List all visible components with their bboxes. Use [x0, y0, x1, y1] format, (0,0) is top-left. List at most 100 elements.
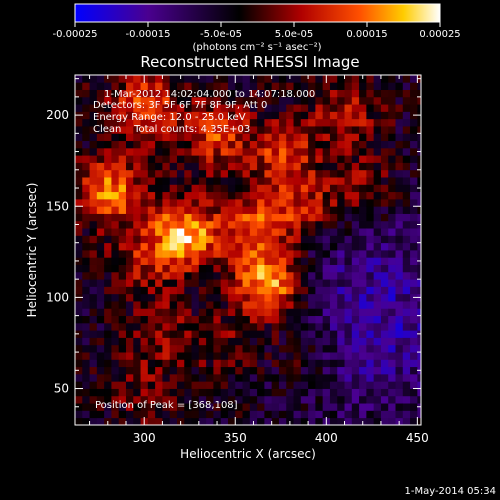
heatmap-cell [191, 264, 200, 273]
heatmap-cell [155, 162, 163, 171]
heatmap-cell [388, 250, 396, 258]
heatmap-cell [264, 184, 273, 193]
heatmap-cell [111, 140, 120, 149]
heatmap-cell [417, 301, 421, 309]
heatmap-cell [249, 155, 258, 163]
heatmap-cell [249, 206, 258, 214]
heatmap-cell [89, 410, 98, 419]
heatmap-cell [220, 228, 229, 236]
heatmap-cell [242, 198, 251, 207]
heatmap-cell [286, 279, 294, 287]
heatmap-cell [417, 82, 421, 90]
heatmap-cell [293, 359, 302, 368]
heatmap-cell [147, 417, 156, 425]
heatmap-cell [410, 271, 418, 280]
heatmap-cell [206, 388, 214, 397]
heatmap-cell [176, 381, 185, 389]
heatmap-cell [380, 250, 389, 258]
heatmap-cell [140, 118, 149, 127]
heatmap-cell [264, 352, 273, 360]
heatmap-cell [359, 344, 367, 353]
heatmap-cell [155, 228, 163, 236]
heatmap-cell [293, 191, 302, 200]
heatmap-cell [82, 126, 90, 134]
heatmap-cell [155, 82, 163, 90]
heatmap-cell [278, 104, 287, 112]
heatmap-cell [227, 177, 236, 185]
heatmap-cell [417, 206, 421, 214]
heatmap-cell [257, 75, 265, 83]
heatmap-cell [351, 235, 360, 244]
heatmap-cell [220, 155, 229, 163]
heatmap-cell [82, 286, 90, 295]
heatmap-cell [155, 366, 163, 375]
heatmap-cell [198, 220, 207, 229]
heatmap-cell [96, 228, 105, 236]
heatmap-cell [293, 235, 302, 244]
heatmap-cell [162, 82, 171, 90]
heatmap-cell [111, 337, 120, 346]
heatmap-cell [293, 352, 302, 360]
heatmap-cell [140, 104, 149, 112]
heatmap-cell [366, 220, 375, 229]
heatmap-cell [176, 344, 185, 353]
heatmap-cell [191, 162, 200, 171]
heatmap-cell [125, 286, 134, 295]
heatmap-cell [242, 82, 251, 90]
heatmap-cell [111, 264, 120, 273]
heatmap-cell [271, 213, 280, 222]
heatmap-cell [184, 337, 192, 346]
heatmap-cell [147, 198, 156, 207]
heatmap-cell [227, 235, 236, 244]
heatmap-cell [249, 228, 258, 236]
heatmap-cell [155, 359, 163, 368]
heatmap-cell [184, 155, 192, 163]
heatmap-cell [82, 82, 90, 90]
heatmap-cell [206, 235, 214, 244]
heatmap-cell [249, 191, 258, 200]
heatmap-cell [242, 111, 251, 120]
heatmap-cell [329, 286, 338, 295]
heatmap-cell [402, 191, 411, 200]
heatmap-cell [213, 395, 222, 404]
heatmap-cell [315, 373, 324, 382]
heatmap-cell [337, 198, 345, 207]
heatmap-cell [402, 403, 411, 411]
heatmap-cell [308, 373, 316, 382]
heatmap-cell [286, 126, 294, 134]
heatmap-cell [351, 271, 360, 280]
heatmap-cell [133, 104, 141, 112]
heatmap-cell [104, 104, 112, 112]
heatmap-cell [337, 133, 345, 142]
heatmap-cell [410, 286, 418, 295]
heatmap-cell [169, 293, 178, 302]
heatmap-cell [337, 75, 345, 83]
heatmap-cell [206, 381, 214, 389]
heatmap-cell [257, 315, 265, 324]
heatmap-cell [169, 235, 178, 244]
heatmap-cell [329, 373, 338, 382]
heatmap-cell [417, 352, 421, 360]
heatmap-cell [96, 235, 105, 244]
heatmap-cell [213, 403, 222, 411]
heatmap-cell [366, 257, 375, 265]
heatmap-cell [198, 235, 207, 244]
heatmap-cell [293, 228, 302, 236]
heatmap-cell [242, 191, 251, 200]
heatmap-cell [227, 352, 236, 360]
heatmap-cell [206, 352, 214, 360]
heatmap-cell [133, 213, 141, 222]
heatmap-cell [300, 147, 309, 156]
heatmap-cell [322, 410, 331, 419]
heatmap-cell [278, 213, 287, 222]
heatmap-cell [162, 279, 171, 287]
heatmap-cell [89, 242, 98, 251]
heatmap-cell [147, 388, 156, 397]
heatmap-cell [198, 359, 207, 368]
heatmap-cell [162, 213, 171, 222]
heatmap-cell [257, 271, 265, 280]
heatmap-cell [162, 242, 171, 251]
heatmap-cell [337, 410, 345, 419]
heatmap-cell [133, 169, 141, 178]
heatmap-cell [315, 228, 324, 236]
